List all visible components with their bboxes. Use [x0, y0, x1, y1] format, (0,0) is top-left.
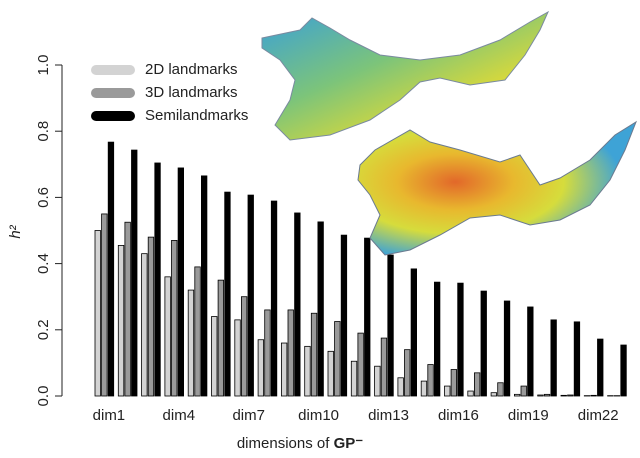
bar: [107, 141, 115, 397]
y-axis-label: h²: [7, 224, 24, 238]
bar: [490, 392, 498, 397]
bar: [287, 309, 294, 397]
bar: [573, 321, 581, 397]
bar: [124, 221, 131, 397]
bar: [350, 360, 358, 397]
bar: [527, 306, 534, 397]
bar: [340, 234, 348, 397]
bar: [473, 372, 481, 397]
x-axis-label: dimensions of GP⁻: [237, 435, 363, 452]
bar: [177, 167, 185, 397]
y-tick-label: 1.0: [35, 55, 52, 76]
bar: [480, 290, 487, 397]
x-tick-label: dim13: [368, 407, 409, 424]
bar: [410, 268, 418, 397]
bar: [234, 319, 241, 397]
bar: [567, 394, 574, 397]
bar: [187, 289, 195, 397]
bar: [310, 312, 318, 397]
y-tick-label: 0.2: [35, 319, 52, 340]
legend: 2D landmarks 3D landmarks Semilandmarks: [91, 61, 248, 124]
jaw-2d: [261, 10, 550, 141]
bar: [380, 337, 388, 397]
bar: [294, 212, 301, 397]
bar: [164, 276, 171, 397]
bar: [543, 393, 551, 397]
bar: [597, 338, 604, 397]
legend-label: Semilandmarks: [145, 107, 248, 124]
x-tick-label: dim16: [438, 407, 479, 424]
x-tick-label: dim7: [232, 407, 265, 424]
bar: [154, 162, 161, 397]
bar: [560, 394, 567, 397]
bar: [131, 149, 138, 397]
bar: [194, 266, 201, 397]
bar: [147, 236, 155, 397]
y-tick-label: 0.4: [35, 253, 52, 274]
bar: [427, 364, 434, 397]
bar: [217, 279, 225, 397]
bar: [171, 240, 178, 397]
bar: [503, 300, 511, 397]
x-tick-label: dim19: [508, 407, 549, 424]
bar: [550, 319, 557, 397]
bar: [374, 365, 381, 397]
bar: [141, 253, 148, 397]
legend-label: 3D landmarks: [145, 84, 238, 101]
bar: [497, 382, 504, 397]
bar: [224, 191, 231, 397]
bar: [514, 393, 521, 397]
bar: [327, 350, 334, 397]
bar: [200, 175, 208, 397]
bar: [257, 339, 265, 397]
bar: [264, 309, 271, 397]
bar: [304, 345, 311, 397]
bar: [101, 213, 108, 397]
bar: [240, 296, 248, 397]
bar: [334, 321, 341, 397]
bar: [420, 380, 428, 397]
bar: [457, 282, 464, 397]
bar: [317, 221, 324, 397]
y-tick-label: 0.6: [35, 187, 52, 208]
jaw-images: [261, 10, 638, 256]
jaw-3d: [357, 120, 638, 256]
bar: [520, 385, 527, 397]
bar: [433, 281, 441, 397]
bar: [450, 369, 458, 397]
bar: [357, 332, 364, 397]
x-axis-label-text: dimensions of: [237, 435, 334, 452]
bar: [94, 230, 101, 397]
bar: [590, 394, 597, 397]
bar: [270, 200, 278, 397]
legend-label: 2D landmarks: [145, 61, 238, 78]
plot: 0.0 0.2 0.4 0.6 0.8 1.0 dim1 dim4 dim7 dim10 dim13…: [35, 55, 627, 424]
bar: [444, 385, 451, 397]
bar: [211, 316, 218, 397]
bar: [620, 344, 627, 397]
bar: [117, 244, 125, 397]
bar: [404, 349, 411, 397]
bar: [280, 342, 288, 397]
bar: [387, 254, 394, 397]
y-tick-label: 0.0: [35, 386, 52, 407]
bar: [247, 194, 254, 397]
x-tick-label: dim4: [163, 407, 196, 424]
x-tick-label: dim22: [578, 407, 619, 424]
x-axis-label-bold: GP⁻: [334, 435, 364, 452]
bar: [364, 237, 371, 397]
bar: [397, 377, 404, 397]
x-tick-label: dim1: [93, 407, 126, 424]
bar: [537, 394, 544, 397]
x-tick-label: dim10: [298, 407, 339, 424]
y-tick-label: 0.8: [35, 121, 52, 142]
bar: [467, 390, 474, 397]
